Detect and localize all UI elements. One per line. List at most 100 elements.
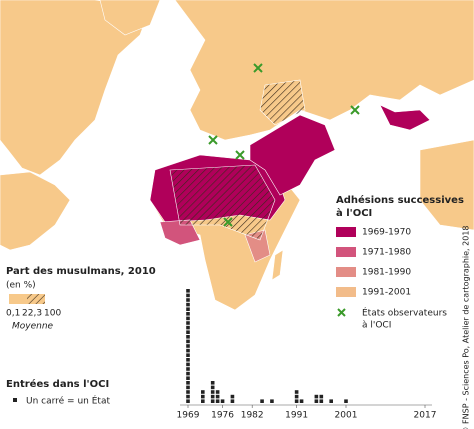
legend-label: 1969-1970 xyxy=(362,228,411,238)
square xyxy=(215,394,220,399)
chart-note: Un carré = un État xyxy=(26,395,110,407)
x-tick-label: 1991 xyxy=(285,411,308,421)
accession-legend: Adhésions successives à l'OCI États obse… xyxy=(336,194,464,331)
square xyxy=(186,321,190,325)
bar xyxy=(319,394,324,403)
square xyxy=(186,298,190,302)
square xyxy=(186,289,190,293)
square xyxy=(186,390,190,394)
square xyxy=(314,399,319,403)
bar xyxy=(215,390,220,403)
bar xyxy=(260,399,264,403)
square xyxy=(186,399,190,403)
square xyxy=(230,394,235,399)
australia xyxy=(419,139,474,231)
legend-title: Part des musulmans, 2010 xyxy=(6,266,156,277)
observer-symbol xyxy=(337,308,346,317)
square xyxy=(220,399,225,403)
bar xyxy=(270,399,274,403)
square xyxy=(210,390,215,394)
square xyxy=(210,394,215,399)
x-tick-label: 1982 xyxy=(241,411,264,421)
observer-label: à l'OCI xyxy=(362,321,391,331)
square xyxy=(210,399,215,403)
legend-title: à l'OCI xyxy=(336,207,372,219)
square xyxy=(344,399,348,403)
square xyxy=(186,335,190,339)
square xyxy=(186,385,190,390)
square xyxy=(201,399,205,403)
chart-title: Entrées dans l'OCI xyxy=(6,378,109,390)
bar xyxy=(294,390,299,403)
square xyxy=(186,330,190,334)
bar xyxy=(186,289,190,403)
square xyxy=(314,394,319,399)
bar xyxy=(344,399,348,403)
square xyxy=(201,394,205,399)
square xyxy=(270,399,274,403)
bar xyxy=(299,399,304,403)
mean-label: Moyenne xyxy=(12,322,54,332)
bar xyxy=(220,399,225,403)
square xyxy=(186,302,190,307)
square xyxy=(186,344,190,348)
observer-label: États observateurs xyxy=(362,307,447,319)
bar xyxy=(201,390,205,403)
square xyxy=(186,367,190,371)
x-tick-label: 2001 xyxy=(335,411,358,421)
legend-label: 1971-1980 xyxy=(362,248,411,258)
bar xyxy=(210,381,215,403)
greenland xyxy=(99,0,161,36)
swatch xyxy=(336,287,356,297)
square xyxy=(186,325,190,330)
square xyxy=(215,399,220,403)
square xyxy=(230,399,235,403)
bar xyxy=(329,399,333,403)
square xyxy=(299,399,304,403)
square xyxy=(186,371,190,376)
madagascar xyxy=(271,249,284,281)
square xyxy=(210,385,215,390)
square xyxy=(319,394,324,399)
square xyxy=(186,316,190,321)
map xyxy=(0,0,474,311)
legend-unit: (en %) xyxy=(6,281,36,291)
square xyxy=(186,381,190,385)
square xyxy=(186,348,190,353)
square xyxy=(329,399,333,403)
bar xyxy=(230,394,235,403)
swatch xyxy=(336,227,356,237)
legend-title: Adhésions successives xyxy=(336,194,464,206)
square xyxy=(319,399,324,403)
tick: 0,1 xyxy=(6,309,20,319)
south-america xyxy=(0,171,71,251)
square xyxy=(186,376,190,380)
oci-middle-east xyxy=(249,114,336,196)
square xyxy=(186,312,190,316)
observer-mark xyxy=(208,63,360,227)
note-square xyxy=(13,398,17,402)
swatch xyxy=(336,267,356,277)
square xyxy=(294,390,299,394)
square xyxy=(186,362,190,367)
swatch xyxy=(336,247,356,257)
square xyxy=(260,399,264,403)
legend-label: 1991-2001 xyxy=(362,288,411,298)
square xyxy=(210,381,215,385)
square xyxy=(294,399,299,403)
square xyxy=(186,307,190,311)
x-tick-label: 1969 xyxy=(177,411,200,421)
square xyxy=(201,390,205,394)
square xyxy=(215,390,220,394)
legend-label: 1981-1990 xyxy=(362,268,411,278)
oci-indonesia xyxy=(379,104,431,131)
square xyxy=(186,339,190,344)
square xyxy=(294,394,299,399)
square xyxy=(186,293,190,298)
observer-marks xyxy=(208,63,360,227)
credit: © FNSP - Sciences Po, Atelier de cartogr… xyxy=(462,225,471,429)
square xyxy=(186,394,190,399)
tick: 100 xyxy=(44,309,61,319)
square xyxy=(186,358,190,362)
